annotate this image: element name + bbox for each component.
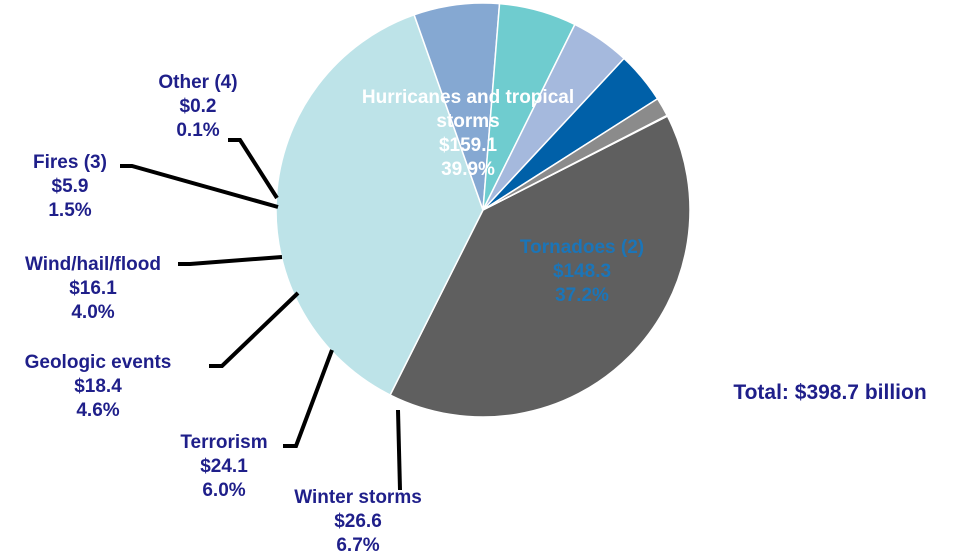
percent-label: 6.7% [336,535,379,556]
leader-line-winter-storms [396,409,402,491]
percent-label: 4.0% [71,302,114,323]
category-label: Other (4) [158,72,237,93]
value-label: $0.2 [180,96,217,117]
leader-line-terrorism [283,349,334,448]
pie-slice-hurricanes [389,115,691,418]
percent-label: 1.5% [48,200,91,221]
percent-label: 4.6% [76,400,119,421]
leader-line-other [228,138,279,200]
value-label: $16.1 [69,278,117,299]
category-label: Hurricanes and tropical [362,87,574,108]
category-label: Tornadoes (2) [520,237,644,258]
slice-label-tornadoes: Tornadoes (2) $148.3 37.2% [520,237,644,306]
value-label: $18.4 [74,376,122,397]
leader-line-geologic-events [209,291,300,368]
slice-label-geologic-events: Geologic events $18.4 4.6% [25,352,172,421]
slice-label-winter-storms: Winter storms $26.6 6.7% [294,487,422,556]
total-label: Total: $398.7 billion [733,381,926,404]
slice-label-other: Other (4) $0.2 0.1% [158,72,237,141]
category-label: Terrorism [180,432,267,453]
category-label: Fires (3) [33,152,107,173]
slice-label-hurricanes: Hurricanes and tropical storms $159.1 39.9% [362,87,574,180]
category-label: storms [436,111,499,132]
slice-label-wind-hail-flood: Wind/hail/flood $16.1 4.0% [25,254,161,323]
pie-slice-other [482,114,669,211]
category-label: Wind/hail/flood [25,254,161,275]
value-label: $26.6 [334,511,382,532]
percent-label: 6.0% [202,480,245,501]
value-label: $159.1 [439,135,498,156]
value-label: $24.1 [200,456,248,477]
leader-line-fires [120,164,279,209]
slice-label-terrorism: Terrorism $24.1 6.0% [180,432,267,501]
leader-line-wind-hail-flood [178,255,283,266]
value-label: $148.3 [553,261,611,282]
category-label: Winter storms [294,487,422,508]
percent-label: 39.9% [441,159,495,180]
percent-label: 0.1% [176,120,219,141]
category-label: Geologic events [25,352,172,373]
slice-label-fires: Fires (3) $5.9 1.5% [33,152,107,221]
value-label: $5.9 [52,176,89,197]
percent-label: 37.2% [555,285,609,306]
